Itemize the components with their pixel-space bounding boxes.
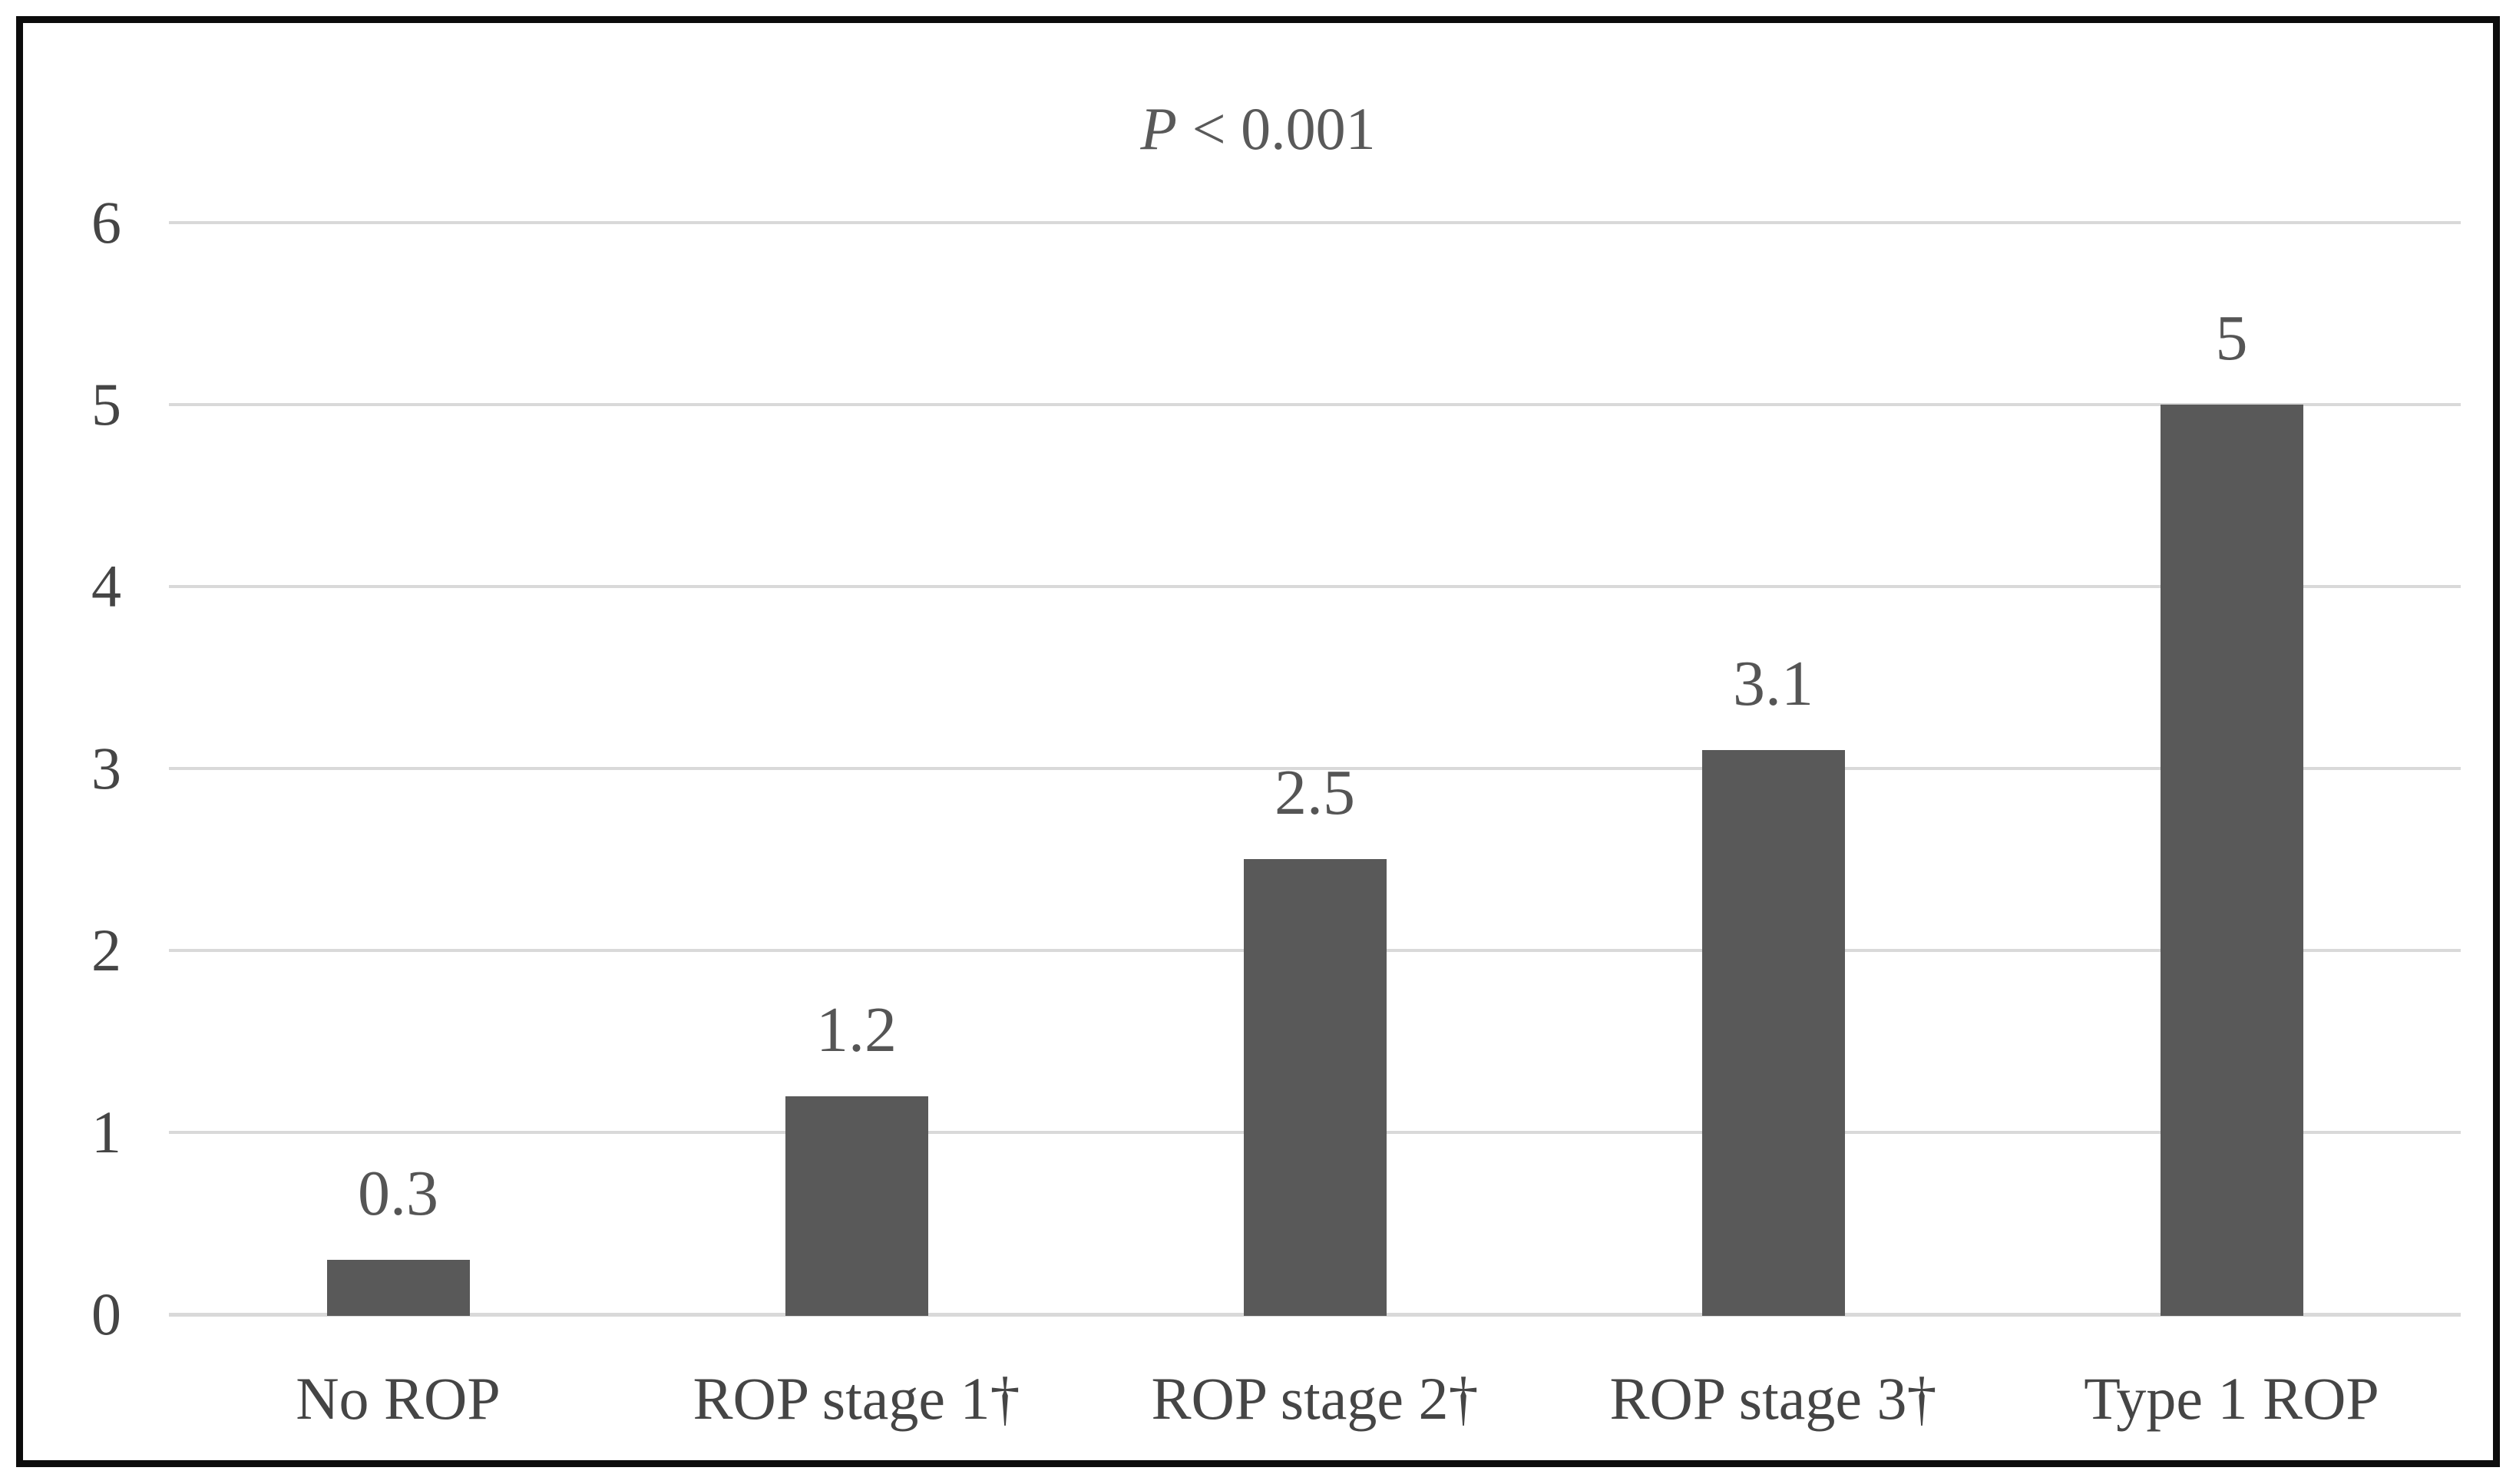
y-tick-label-4: 4 (91, 553, 121, 620)
bar-5 (2160, 405, 2303, 1316)
gridline-y-6 (169, 221, 2461, 224)
gridline-y-5 (169, 403, 2461, 406)
bar-value-label-5: 5 (2215, 302, 2248, 374)
x-category-label-5: Type 1 ROP (2084, 1365, 2379, 1432)
chart-title-value: < 0.001 (1177, 95, 1376, 162)
x-category-label-2: ROP stage 1† (693, 1365, 1020, 1432)
x-category-label-3: ROP stage 2† (1151, 1365, 1479, 1432)
chart-title: P < 0.001 (23, 92, 2493, 166)
bar-2 (785, 1096, 928, 1316)
y-tick-label-0: 0 (91, 1281, 121, 1347)
bar-value-label-4: 3.1 (1733, 648, 1813, 719)
chart-title-p-symbol: P (1140, 95, 1178, 162)
y-tick-label-1: 1 (91, 1099, 121, 1165)
bar-value-label-1: 0.3 (358, 1158, 438, 1229)
plot-area: 0 1 2 3 4 5 6 0.3 No ROP 1.2 ROP stage 1† 2.5 ROP st… (23, 23, 2493, 1460)
bar-value-label-2: 1.2 (816, 994, 897, 1066)
bar-3 (1243, 859, 1387, 1316)
gridline-y-4 (169, 585, 2461, 588)
y-tick-label-5: 5 (91, 371, 121, 438)
gridline-y-3 (169, 767, 2461, 770)
x-category-label-4: ROP stage 3† (1609, 1365, 1937, 1432)
y-tick-label-2: 2 (91, 917, 121, 983)
y-tick-label-3: 3 (91, 735, 121, 801)
bar-value-label-3: 2.5 (1275, 757, 1355, 828)
x-category-label-1: No ROP (296, 1365, 501, 1432)
y-tick-label-6: 6 (91, 189, 121, 256)
figure-frame: P < 0.001 0 1 2 3 4 5 6 0.3 No ROP 1.2 ROP stage 1… (16, 16, 2500, 1467)
bar-4 (1701, 750, 1845, 1316)
bar-1 (326, 1260, 470, 1316)
